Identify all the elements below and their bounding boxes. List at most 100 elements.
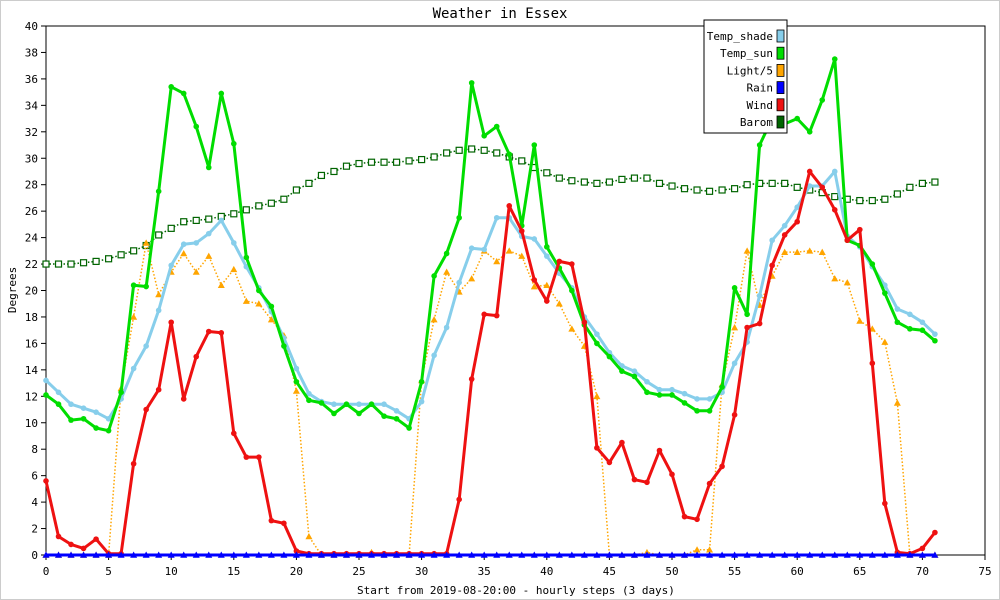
data-point-temp-shade — [544, 253, 550, 259]
x-tick-label: 20 — [290, 565, 303, 578]
data-point-barom — [593, 179, 601, 187]
data-point-barom — [718, 186, 726, 194]
data-point-light-5 — [230, 265, 238, 273]
data-point-rain — [580, 551, 588, 558]
data-point-temp-shade — [769, 237, 775, 244]
data-point-barom — [543, 169, 551, 177]
data-point-light-5 — [818, 248, 826, 255]
data-point-wind — [844, 237, 851, 244]
y-tick-label: 6 — [31, 470, 38, 483]
data-point-rain — [530, 551, 538, 558]
data-point-light-5 — [731, 324, 739, 331]
data-point-light-5 — [530, 283, 538, 290]
data-point-rain — [643, 551, 651, 558]
data-point-temp-shade — [644, 378, 650, 385]
data-point-temp-sun — [794, 115, 800, 122]
data-point-temp-sun — [55, 401, 62, 408]
data-point-light-5 — [706, 546, 714, 553]
y-tick-label: 40 — [25, 20, 38, 33]
data-point-wind — [644, 479, 650, 486]
y-tick-label: 14 — [25, 364, 39, 377]
data-point-barom — [155, 231, 163, 239]
data-point-temp-sun — [331, 410, 337, 417]
data-point-rain — [217, 551, 225, 558]
data-point-wind — [43, 478, 49, 484]
data-point-temp-sun — [68, 417, 74, 423]
data-point-wind — [506, 203, 513, 209]
data-point-temp-sun — [706, 408, 713, 414]
data-point-wind — [55, 533, 62, 540]
data-point-wind — [468, 376, 475, 382]
data-point-temp-shade — [894, 306, 901, 312]
data-point-rain — [42, 551, 50, 558]
data-point-temp-shade — [331, 401, 337, 408]
data-point-temp-sun — [919, 327, 926, 333]
data-point-temp-sun — [130, 282, 137, 289]
y-tick-label: 20 — [25, 285, 38, 298]
data-point-temp-sun — [493, 123, 500, 130]
data-point-temp-sun — [393, 415, 400, 422]
data-point-temp-shade — [68, 401, 74, 408]
data-point-wind — [869, 360, 876, 367]
data-point-temp-sun — [719, 384, 725, 390]
data-point-barom — [380, 158, 388, 166]
data-point-rain — [418, 551, 426, 558]
data-point-barom — [555, 174, 563, 182]
data-point-light-5 — [843, 279, 851, 286]
data-point-temp-sun — [481, 132, 488, 139]
data-point-rain — [768, 551, 776, 558]
data-point-rain — [906, 551, 914, 558]
data-point-temp-shade — [55, 389, 62, 396]
data-point-rain — [205, 551, 213, 558]
data-point-wind — [769, 262, 775, 269]
data-point-light-5 — [217, 281, 225, 289]
data-point-temp-sun — [456, 214, 462, 221]
data-point-temp-shade — [431, 352, 437, 359]
x-tick-label: 35 — [478, 565, 491, 578]
data-point-wind — [731, 412, 738, 418]
data-point-temp-sun — [268, 303, 275, 310]
data-point-barom — [292, 186, 300, 194]
legend-label-barom: Barom — [740, 116, 773, 129]
legend-label-light-5: Light/5 — [727, 64, 773, 77]
data-point-barom — [705, 187, 714, 195]
data-point-temp-sun — [243, 254, 250, 261]
data-point-wind — [569, 261, 575, 267]
y-tick-label: 38 — [25, 46, 38, 59]
data-point-wind — [93, 536, 99, 542]
data-point-barom — [317, 171, 326, 180]
data-point-temp-shade — [781, 222, 788, 229]
data-point-rain — [806, 551, 814, 558]
data-point-light-5 — [305, 532, 313, 540]
y-tick-label: 22 — [25, 258, 38, 271]
data-point-rain — [555, 551, 563, 558]
data-point-barom — [267, 199, 275, 207]
data-point-wind — [656, 447, 663, 454]
data-point-rain — [518, 551, 526, 558]
y-tick-label: 36 — [25, 73, 38, 86]
data-point-barom — [367, 158, 376, 166]
data-point-barom — [730, 185, 739, 193]
data-point-temp-shade — [806, 183, 813, 189]
data-point-barom — [104, 255, 113, 263]
data-point-wind — [481, 311, 488, 318]
data-point-temp-sun — [681, 400, 688, 406]
y-tick-label: 4 — [31, 496, 38, 509]
data-point-temp-shade — [105, 415, 112, 422]
data-point-barom — [668, 182, 676, 190]
data-point-temp-shade — [631, 368, 638, 374]
data-point-wind — [806, 168, 813, 175]
data-point-light-5 — [430, 316, 438, 323]
x-tick-label: 65 — [853, 565, 866, 578]
data-point-rain — [443, 551, 451, 558]
data-point-rain — [355, 551, 363, 558]
data-point-wind — [205, 328, 212, 335]
data-point-rain — [368, 551, 376, 558]
data-point-barom — [881, 195, 889, 203]
data-point-barom — [418, 155, 426, 164]
data-point-rain — [80, 551, 88, 558]
data-point-wind — [293, 548, 300, 554]
data-point-temp-sun — [168, 84, 174, 90]
